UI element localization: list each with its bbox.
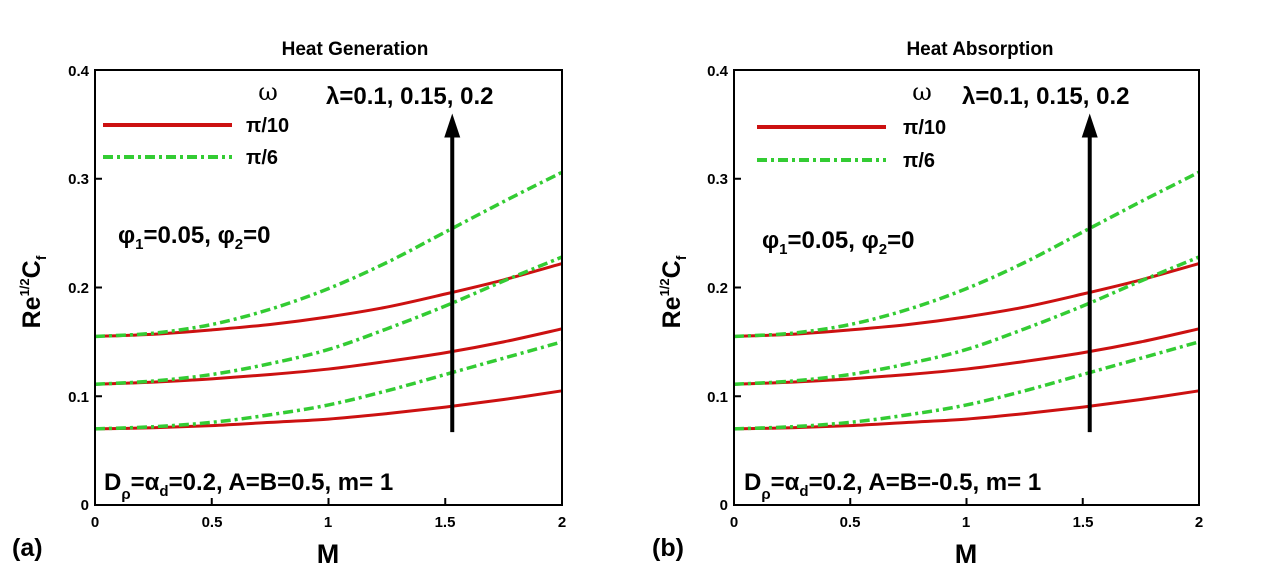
x-tick-label: 0 — [91, 514, 99, 531]
chart-title: Heat Generation — [282, 39, 429, 60]
lambda-annotation: λ=0.1, 0.15, 0.2 — [326, 83, 493, 110]
y-tick-label: 0.4 — [68, 63, 90, 80]
y-label-sub: f — [673, 255, 689, 260]
x-tick-label: 1 — [324, 514, 332, 531]
y-tick-label: 0.4 — [707, 63, 729, 80]
series-line-dashdot — [733, 170, 1200, 339]
lambda-arrow-head — [1081, 113, 1098, 138]
series-line-solid — [733, 389, 1200, 431]
y-tick-label: 0.1 — [707, 389, 728, 406]
x-tick-label: 0.5 — [202, 514, 223, 531]
ticks-layer — [94, 69, 563, 506]
parameters-annotation: Dρ=αd=0.2, A=B=-0.5, m= 1 — [744, 469, 1041, 503]
y-axis-label: Re1/2Cf — [17, 255, 49, 328]
legend-label: π/6 — [246, 147, 278, 169]
y-tick-label: 0.3 — [707, 171, 728, 188]
series-line-solid — [733, 327, 1200, 386]
x-tick-label: 2 — [1195, 514, 1203, 531]
y-tick-label: 0.3 — [68, 171, 89, 188]
x-tick-label: 1.5 — [1073, 514, 1094, 531]
chart-title: Heat Absorption — [906, 39, 1053, 60]
y-tick-label: 0 — [720, 497, 728, 514]
legend-label: π/6 — [903, 150, 935, 172]
svg-text:Re1/2Cf: Re1/2Cf — [657, 255, 689, 328]
y-label-sub: f — [33, 255, 49, 260]
parameters-annotation: Dρ=αd=0.2, A=B=0.5, m= 1 — [104, 469, 393, 503]
x-tick-label: 0 — [730, 514, 738, 531]
ticks-layer — [733, 69, 1200, 506]
x-axis-label: M — [317, 539, 340, 569]
panel-label: (a) — [12, 534, 43, 562]
legend-label: π/10 — [903, 117, 946, 139]
legend-label: π/10 — [246, 115, 289, 137]
panel-label: (b) — [652, 534, 684, 562]
lambda-annotation: λ=0.1, 0.15, 0.2 — [962, 83, 1129, 110]
phi-annotation: φ1=0.05, φ2=0 — [118, 222, 270, 253]
x-tick-label: 2 — [558, 514, 566, 531]
series-line-dashdot — [94, 255, 563, 387]
series-line-dashdot — [733, 340, 1200, 431]
x-tick-label: 0.5 — [840, 514, 861, 531]
y-label-base: Re — [658, 296, 686, 328]
y-label-main: C — [658, 260, 686, 278]
y-tick-label: 0.1 — [68, 389, 89, 406]
phi-annotation: φ1=0.05, φ2=0 — [762, 227, 914, 258]
y-tick-label: 0.2 — [68, 280, 89, 297]
y-axis-label: Re1/2Cf — [657, 255, 689, 328]
series-line-solid — [94, 262, 563, 338]
y-tick-label: 0.2 — [707, 280, 728, 297]
series-layer — [94, 113, 563, 433]
y-tick-label: 0 — [81, 497, 89, 514]
svg-text:Re1/2Cf: Re1/2Cf — [17, 255, 49, 328]
x-tick-label: 1 — [962, 514, 970, 531]
x-tick-label: 1.5 — [435, 514, 456, 531]
x-axis-label: M — [955, 539, 978, 569]
lambda-arrow-head — [444, 113, 461, 138]
series-line-dashdot — [733, 255, 1200, 387]
y-label-base: Re — [18, 296, 46, 328]
y-label-main: C — [18, 260, 46, 278]
series-line-solid — [94, 389, 563, 431]
series-line-dashdot — [94, 340, 563, 431]
y-label-sup: 1/2 — [17, 278, 32, 296]
series-line-solid — [733, 262, 1200, 338]
legend-header: ω — [258, 78, 278, 106]
chart-heat-absorption: Heat Absorption 0 0.1 0.2 0.3 0.4 0 0.5 … — [652, 39, 1203, 569]
legend-header: ω — [912, 78, 932, 106]
series-layer — [733, 113, 1200, 433]
chart-heat-generation: Heat Generation 0 0.1 0.2 0.3 0.4 0 0.5 … — [12, 39, 566, 569]
series-line-solid — [94, 327, 563, 386]
y-label-sup: 1/2 — [657, 278, 672, 296]
series-line-dashdot — [94, 170, 563, 339]
